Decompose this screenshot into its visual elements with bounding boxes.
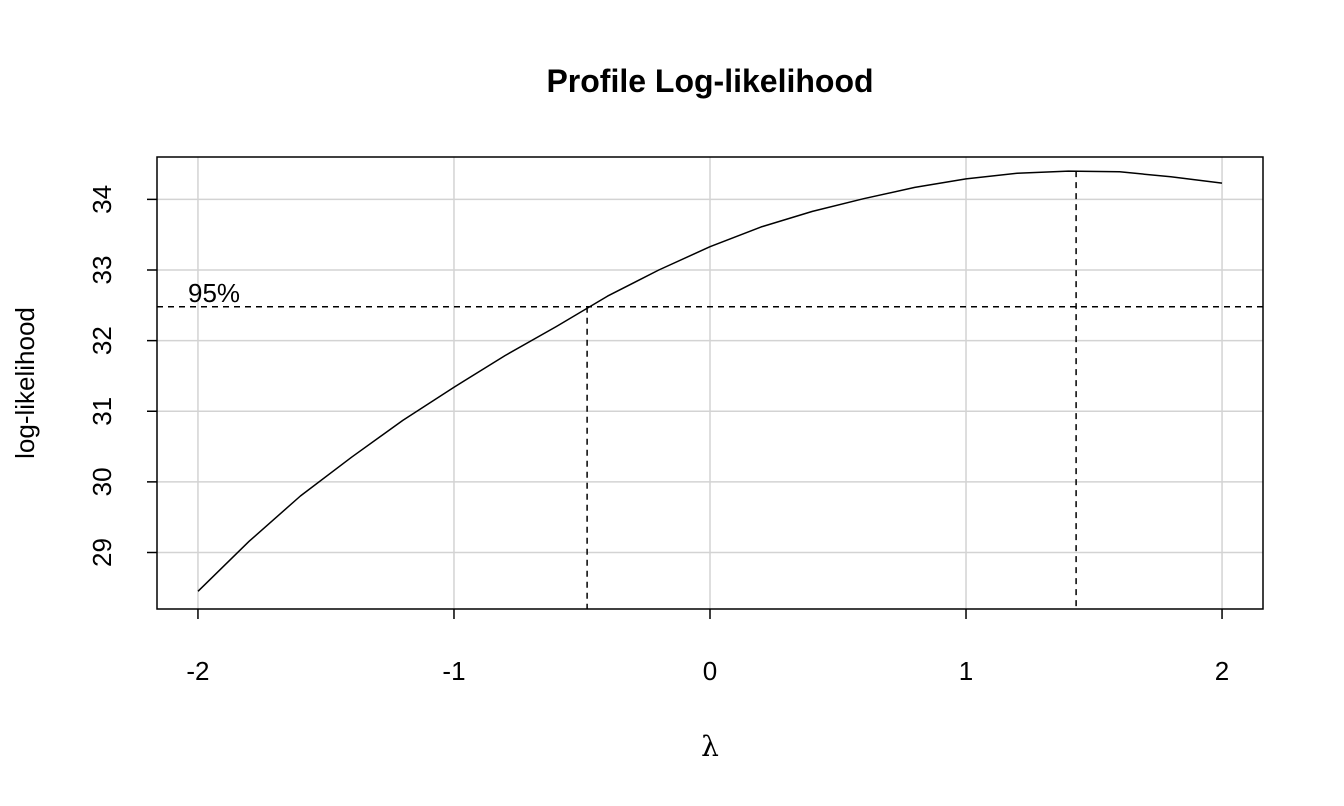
chart-title: Profile Log-likelihood [546, 63, 873, 99]
y-tick-label: 30 [87, 467, 117, 496]
loglik-curve [197, 170, 1223, 592]
y-tick-label: 34 [87, 185, 117, 214]
ci-label: 95% [188, 278, 240, 308]
y-tick-label: 31 [87, 397, 117, 426]
grid [157, 157, 1263, 609]
reference-lines [157, 171, 1263, 609]
x-tick-label: -1 [442, 656, 465, 686]
y-tick-label: 33 [87, 256, 117, 285]
x-tick-label: 2 [1215, 656, 1229, 686]
x-tick-label: 1 [959, 656, 973, 686]
x-axis: -2 -1 0 1 2 [186, 609, 1229, 686]
x-axis-label: λ [701, 730, 719, 763]
x-tick-label: -2 [186, 656, 209, 686]
x-tick-label: 0 [703, 656, 717, 686]
y-tick-label: 29 [87, 538, 117, 567]
y-tick-label: 32 [87, 326, 117, 355]
y-axis-label: log-likelihood [10, 307, 40, 459]
y-axis: 29 30 31 32 33 34 [87, 185, 157, 567]
series [197, 170, 1223, 592]
